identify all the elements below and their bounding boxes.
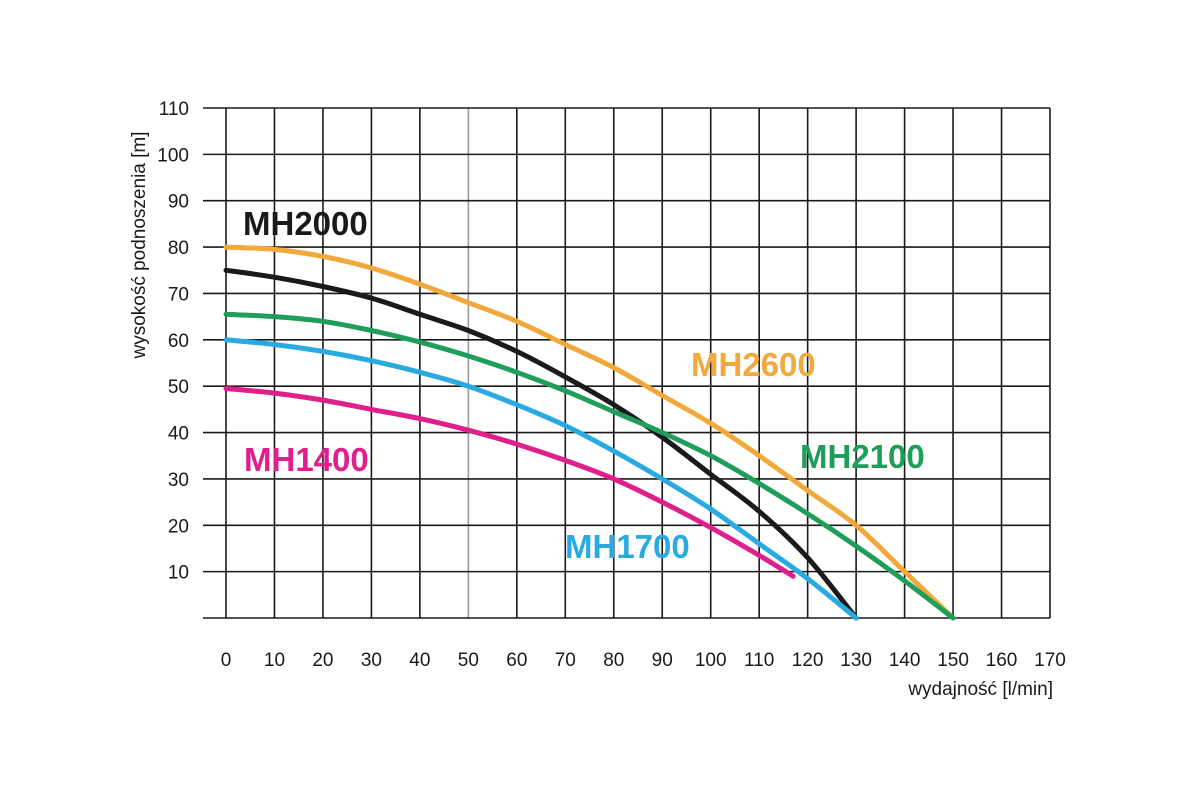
x-tick-label: 100 bbox=[695, 650, 727, 671]
x-axis-label: wydajność [l/min] bbox=[907, 679, 1053, 700]
series-line-mh1700 bbox=[223, 337, 859, 621]
y-tick-label: 90 bbox=[168, 192, 189, 213]
x-tick-label: 120 bbox=[792, 650, 824, 671]
x-tick-label: 110 bbox=[744, 650, 774, 671]
series-label-mh2600: MH2600 bbox=[691, 346, 816, 383]
y-tick-label: 30 bbox=[168, 470, 189, 491]
x-tick-label: 0 bbox=[221, 650, 232, 671]
series-line-mh2000 bbox=[223, 267, 859, 621]
x-tick-label: 60 bbox=[506, 650, 527, 671]
x-tick-label: 140 bbox=[889, 650, 921, 671]
x-tick-label: 40 bbox=[409, 650, 430, 671]
x-tick-label: 160 bbox=[986, 650, 1018, 671]
series-line-mh1400 bbox=[223, 386, 796, 579]
x-tick-label: 70 bbox=[555, 650, 576, 671]
x-tick-label: 80 bbox=[603, 650, 624, 671]
y-tick-label: 80 bbox=[168, 238, 189, 259]
x-tick-label: 50 bbox=[458, 650, 479, 671]
series-label-mh2100: MH2100 bbox=[800, 438, 925, 475]
series-label-mh1400: MH1400 bbox=[244, 441, 369, 478]
y-tick-label: 20 bbox=[168, 516, 189, 537]
y-tick-label: 100 bbox=[157, 145, 189, 166]
x-tick-label: 20 bbox=[312, 650, 333, 671]
grid bbox=[203, 107, 1051, 619]
x-tick-label: 150 bbox=[937, 650, 969, 671]
y-tick-label: 40 bbox=[168, 424, 189, 445]
y-axis-label: wysokość podnoszenia [m] bbox=[129, 131, 150, 359]
x-tick-label: 10 bbox=[264, 650, 285, 671]
x-tick-label: 170 bbox=[1034, 650, 1066, 671]
y-tick-label: 10 bbox=[168, 563, 189, 584]
x-tick-labels: 0 10 20 30 40 50 60 70 80 90 100 110 120 130 140 150 160… bbox=[221, 650, 1066, 671]
series-curves bbox=[223, 244, 956, 621]
series-line-mh2100 bbox=[223, 311, 956, 621]
y-tick-label: 50 bbox=[168, 377, 189, 398]
x-tick-label: 30 bbox=[361, 650, 382, 671]
y-tick-label: 110 bbox=[159, 99, 189, 120]
y-tick-label: 70 bbox=[168, 284, 189, 305]
x-tick-label: 90 bbox=[652, 650, 673, 671]
series-label-mh2000: MH2000 bbox=[243, 205, 368, 242]
y-tick-label: 60 bbox=[168, 331, 189, 352]
x-tick-label: 130 bbox=[840, 650, 872, 671]
series-label-mh1700: MH1700 bbox=[565, 528, 690, 565]
series-labels: MH2600 MH2000 MH2100 MH1700 MH1400 bbox=[243, 205, 925, 565]
y-tick-labels: 10 20 30 40 50 60 70 80 90 100 110 bbox=[157, 99, 189, 584]
series-line-mh2600 bbox=[223, 244, 956, 621]
